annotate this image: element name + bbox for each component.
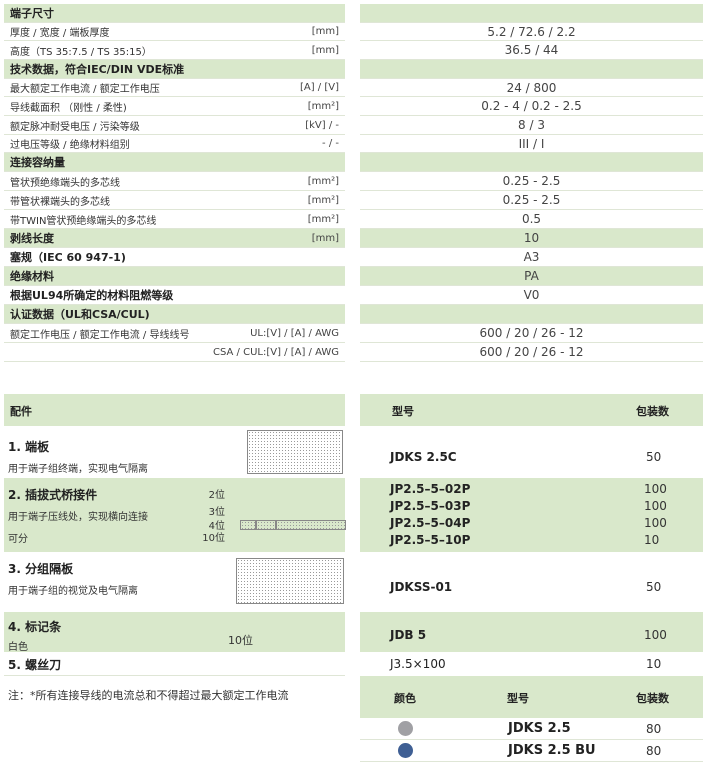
- color-model: JDKS 2.5 BU: [508, 743, 596, 758]
- spec-value: 0.25 - 2.5: [360, 191, 703, 210]
- accessory-bridge: 2. 插拔式桥接件 用于端子压线处，实现横向连接 可分 2位 3位 4位 10位: [4, 478, 346, 552]
- spec-row: 绝缘材料: [4, 267, 345, 286]
- accessories-header: 配件: [4, 394, 345, 426]
- accessories-header-right: 型号 包装数: [360, 394, 703, 426]
- spec-label: 带TWIN管状预绝缘端头的多芯线: [10, 215, 157, 227]
- color-pack: 80: [646, 722, 662, 736]
- spec-value: [360, 305, 703, 324]
- spec-label: 额定脉冲耐受电压 / 污染等级: [10, 121, 140, 133]
- spec-unit: UL:[V] / [A] / AWG: [250, 327, 339, 339]
- spec-label: 厚度 / 宽度 / 端板厚度: [10, 28, 110, 39]
- spec-value: [360, 153, 703, 172]
- spec-value: 600 / 20 / 26 - 12: [360, 324, 703, 343]
- separator-image: [236, 558, 344, 604]
- spec-value: 10: [360, 229, 703, 248]
- spec-label: 认证数据（UL和CSA/CUL): [10, 308, 150, 321]
- spec-unit: [mm²]: [307, 175, 339, 187]
- accessory-end-plate: 1. 端板 用于端子组终端，实现电气隔离: [4, 426, 345, 478]
- spec-row: 认证数据（UL和CSA/CUL): [4, 305, 345, 324]
- spec-row: 额定脉冲耐受电压 / 污染等级 [kV] / -: [4, 116, 345, 135]
- spec-value: A3: [360, 248, 703, 267]
- spec-row: CSA / CUL:[V] / [A] / AWG: [4, 343, 345, 362]
- bridge-image-3: [256, 520, 276, 530]
- spec-label: 剥线长度: [10, 232, 54, 245]
- spec-unit: [mm]: [311, 44, 339, 56]
- color-pack: 80: [646, 744, 662, 758]
- spec-row: 高度（TS 35:7.5 / TS 35:15） [mm]: [4, 41, 345, 60]
- spec-unit: [mm]: [311, 26, 339, 37]
- spec-label: 最大额定工作电流 / 额定工作电压: [10, 84, 160, 95]
- spec-value: [360, 60, 703, 79]
- spec-row: 带管状裸端头的多芯线 [mm²]: [4, 191, 345, 210]
- spec-label: 过电压等级 / 绝缘材料组别: [10, 140, 130, 151]
- bridge-image-10: [276, 520, 346, 530]
- spec-row: 管状预绝缘端头的多芯线 [mm²]: [4, 172, 345, 191]
- color-swatch-icon: [398, 721, 413, 736]
- spec-row: 最大额定工作电流 / 额定工作电压 [A] / [V]: [4, 79, 345, 97]
- bridge-image-2: [240, 520, 256, 530]
- spec-label: 额定工作电压 / 额定工作电流 / 导线线号: [10, 329, 190, 341]
- spec-value: 36.5 / 44: [360, 41, 703, 60]
- bridge-models: JP2.5–5–02P JP2.5–5–03P JP2.5–5–04P JP2.…: [360, 478, 703, 552]
- spec-row: 技术数据，符合IEC/DIN VDE标准: [4, 60, 345, 79]
- spec-row: 导线截面积 （刚性 / 柔性) [mm²]: [4, 97, 345, 116]
- spec-value: 600 / 20 / 26 - 12: [360, 343, 703, 362]
- spec-label: 连接容纳量: [10, 156, 65, 169]
- spec-unit: [mm²]: [307, 100, 339, 112]
- accessory-separator: 3. 分组隔板 用于端子组的视觉及电气隔离: [4, 552, 345, 612]
- spec-unit: [mm]: [311, 232, 339, 244]
- spec-row: 塞规（IEC 60 947-1): [4, 248, 345, 267]
- spec-unit: [A] / [V]: [299, 82, 339, 93]
- spec-row: 带TWIN管状预绝缘端头的多芯线 [mm²]: [4, 210, 345, 229]
- accessory-marker: 4. 标记条 白色 10位: [4, 612, 345, 653]
- spec-unit: [mm²]: [307, 194, 339, 206]
- spec-value: 24 / 800: [360, 79, 703, 97]
- spec-value: [360, 4, 703, 23]
- spec-row: 过电压等级 / 绝缘材料组别 - / -: [4, 135, 345, 153]
- spec-row: 连接容纳量: [4, 153, 345, 172]
- marker-model: JDB 5 100: [360, 612, 703, 652]
- spec-value: III / I: [360, 135, 703, 153]
- color-table-header: 颜色 型号 包装数: [360, 676, 703, 718]
- color-model: JDKS 2.5: [508, 721, 571, 736]
- spec-value: 0.2 - 4 / 0.2 - 2.5: [360, 97, 703, 116]
- spec-label: 高度（TS 35:7.5 / TS 35:15）: [10, 46, 152, 58]
- spec-label: 管状预绝缘端头的多芯线: [10, 177, 120, 189]
- spec-row: 厚度 / 宽度 / 端板厚度 [mm]: [4, 23, 345, 41]
- spec-label: 根据UL94所确定的材料阻燃等级: [10, 289, 174, 302]
- color-row: JDKS 2.5 80: [360, 718, 703, 740]
- color-swatch-icon: [398, 743, 413, 758]
- spec-unit: [kV] / -: [305, 119, 339, 131]
- spec-row: 额定工作电压 / 额定工作电流 / 导线线号 UL:[V] / [A] / AWG: [4, 324, 345, 343]
- spec-label: 带管状裸端头的多芯线: [10, 196, 110, 208]
- spec-value: 0.25 - 2.5: [360, 172, 703, 191]
- spec-value: 5.2 / 72.6 / 2.2: [360, 23, 703, 41]
- spec-value: PA: [360, 267, 703, 286]
- spec-label: 导线截面积 （刚性 / 柔性): [10, 102, 127, 114]
- spec-row: 根据UL94所确定的材料阻燃等级: [4, 286, 345, 305]
- spec-row: 端子尺寸: [4, 4, 345, 23]
- accessory-screwdriver: 5. 螺丝刀: [4, 652, 345, 676]
- end-plate-image: [247, 430, 343, 474]
- spec-value: V0: [360, 286, 703, 305]
- spec-label: 塞规（IEC 60 947-1): [10, 251, 126, 264]
- spec-value: 8 / 3: [360, 116, 703, 135]
- color-row: JDKS 2.5 BU 80: [360, 740, 703, 762]
- spec-unit: - / -: [322, 138, 339, 149]
- spec-row: 剥线长度 [mm]: [4, 229, 345, 248]
- spec-unit: [mm²]: [307, 213, 339, 225]
- spec-value: 0.5: [360, 210, 703, 229]
- spec-unit: CSA / CUL:[V] / [A] / AWG: [213, 346, 339, 358]
- spec-label: 绝缘材料: [10, 270, 54, 283]
- spec-label: 技术数据，符合IEC/DIN VDE标准: [10, 63, 185, 76]
- footnote: 注：*所有连接导线的电流总和不得超过最大额定工作电流: [8, 689, 289, 702]
- spec-label: 端子尺寸: [10, 7, 54, 20]
